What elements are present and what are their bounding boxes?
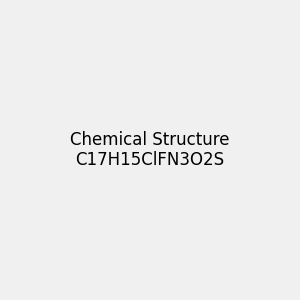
Text: Chemical Structure
C17H15ClFN3O2S: Chemical Structure C17H15ClFN3O2S	[70, 130, 230, 170]
